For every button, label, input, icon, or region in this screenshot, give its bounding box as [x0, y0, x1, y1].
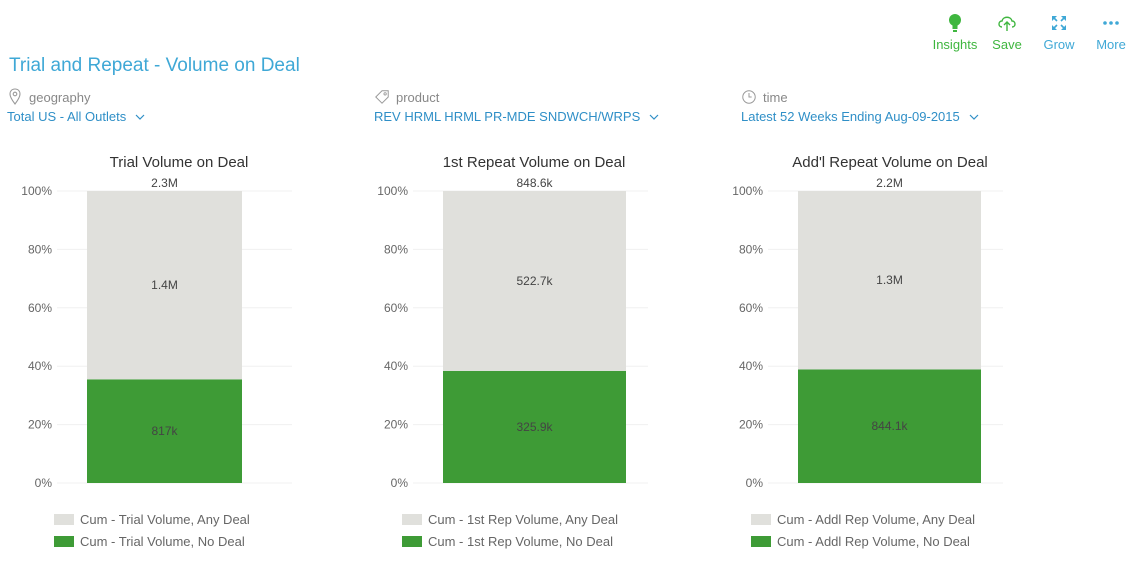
- data-label: 817k: [151, 424, 178, 438]
- y-tick-label: 40%: [28, 359, 52, 373]
- location-pin-icon: [9, 88, 21, 105]
- y-tick-label: 100%: [732, 184, 763, 198]
- y-tick-label: 0%: [391, 476, 409, 490]
- legend-label: Cum - Addl Rep Volume, No Deal: [777, 533, 970, 549]
- legend-swatch: [54, 535, 74, 547]
- save-label: Save: [992, 37, 1022, 52]
- y-tick-label: 20%: [739, 418, 763, 432]
- legend-item[interactable]: Cum - 1st Rep Volume, No Deal: [402, 530, 618, 552]
- legend-label: Cum - 1st Rep Volume, Any Deal: [428, 511, 619, 527]
- y-tick-label: 100%: [377, 184, 408, 198]
- data-label: 1.3M: [876, 273, 903, 287]
- y-tick-label: 40%: [384, 359, 408, 373]
- grow-button[interactable]: Grow: [1033, 12, 1085, 52]
- insights-button[interactable]: Insights: [929, 12, 981, 52]
- y-tick-label: 80%: [28, 242, 52, 256]
- data-label: 1.4M: [151, 278, 178, 292]
- bar-segment-cum-1st-rep-volume-any-deal: [443, 191, 626, 371]
- geography-dropdown[interactable]: Total US - All Outlets: [7, 109, 145, 124]
- chevron-down-icon: [969, 114, 979, 120]
- data-label: 325.9k: [516, 420, 553, 434]
- legend-trial: Cum - Trial Volume, Any Deal Cum - Trial …: [54, 508, 250, 552]
- bar-segment-cum-trial-volume-any-deal: [87, 191, 242, 380]
- cloud-upload-icon: [998, 16, 1016, 31]
- legend-swatch: [54, 513, 74, 525]
- y-tick-label: 20%: [384, 418, 408, 432]
- more-button[interactable]: More: [1085, 12, 1137, 52]
- legend-item[interactable]: Cum - Addl Rep Volume, No Deal: [751, 530, 975, 552]
- chart-title: Add'l Repeat Volume on Deal: [792, 154, 988, 171]
- legend-swatch: [402, 535, 422, 547]
- clock-icon: [742, 90, 756, 104]
- geography-value: Total US - All Outlets: [7, 109, 127, 124]
- legend-swatch: [402, 513, 422, 525]
- more-label: More: [1096, 37, 1126, 52]
- time-value: Latest 52 Weeks Ending Aug-09-2015: [741, 109, 960, 124]
- y-tick-label: 0%: [35, 476, 53, 490]
- legend-item[interactable]: Cum - Addl Rep Volume, Any Deal: [751, 508, 975, 530]
- expand-icon: [1052, 16, 1066, 30]
- grow-label: Grow: [1043, 37, 1075, 52]
- legend-label: Cum - Addl Rep Volume, Any Deal: [777, 511, 975, 527]
- y-tick-label: 60%: [384, 301, 408, 315]
- product-filter-label: product: [396, 89, 440, 105]
- y-tick-label: 40%: [739, 359, 763, 373]
- y-tick-label: 80%: [739, 242, 763, 256]
- total-label: 848.6k: [516, 176, 553, 190]
- lightbulb-icon: [949, 14, 961, 32]
- bar-segment-cum-trial-volume-no-deal: [87, 379, 242, 483]
- tag-icon: [375, 90, 389, 104]
- legend-1st-repeat: Cum - 1st Rep Volume, Any Deal Cum - 1st …: [402, 508, 618, 552]
- total-label: 2.2M: [876, 176, 903, 190]
- bar-segment-cum-addl-rep-volume-any-deal: [798, 191, 981, 370]
- y-tick-label: 100%: [21, 184, 52, 198]
- legend-label: Cum - 1st Rep Volume, No Deal: [428, 533, 613, 549]
- chevron-down-icon: [135, 114, 145, 120]
- bar-segment-cum-addl-rep-volume-no-deal: [798, 369, 981, 483]
- y-tick-label: 80%: [384, 242, 408, 256]
- insights-label: Insights: [932, 37, 978, 52]
- chart-title: 1st Repeat Volume on Deal: [443, 154, 626, 171]
- legend-addl-repeat: Cum - Addl Rep Volume, Any Deal Cum - Add…: [751, 508, 975, 552]
- y-tick-label: 60%: [739, 301, 763, 315]
- data-label: 844.1k: [871, 419, 908, 433]
- chart-title: Trial Volume on Deal: [110, 154, 249, 171]
- legend-item[interactable]: Cum - 1st Rep Volume, Any Deal: [402, 508, 618, 530]
- product-dropdown[interactable]: REV HRML HRML PR-MDE SNDWCH/WRPS: [374, 109, 659, 124]
- toolbar: Insights Save Grow More: [929, 12, 1137, 52]
- legend-label: Cum - Trial Volume, Any Deal: [80, 511, 250, 527]
- geography-filter: geography Total US - All Outlets: [7, 86, 145, 124]
- legend-swatch: [751, 513, 771, 525]
- total-label: 2.3M: [151, 176, 178, 190]
- legend-item[interactable]: Cum - Trial Volume, Any Deal: [54, 508, 250, 530]
- legend-swatch: [751, 535, 771, 547]
- time-filter-label: time: [763, 89, 788, 105]
- product-value: REV HRML HRML PR-MDE SNDWCH/WRPS: [374, 109, 641, 124]
- more-dots-icon: [1103, 21, 1119, 25]
- geography-filter-label: geography: [29, 89, 91, 105]
- save-button[interactable]: Save: [981, 12, 1033, 52]
- data-label: 522.7k: [516, 274, 553, 288]
- page-title: Trial and Repeat - Volume on Deal: [9, 55, 300, 76]
- chevron-down-icon: [649, 114, 659, 120]
- legend-label: Cum - Trial Volume, No Deal: [80, 533, 245, 549]
- y-tick-label: 20%: [28, 418, 52, 432]
- legend-item[interactable]: Cum - Trial Volume, No Deal: [54, 530, 250, 552]
- time-dropdown[interactable]: Latest 52 Weeks Ending Aug-09-2015: [741, 109, 979, 124]
- y-tick-label: 0%: [746, 476, 764, 490]
- product-filter: product REV HRML HRML PR-MDE SNDWCH/WRPS: [374, 86, 659, 124]
- y-tick-label: 60%: [28, 301, 52, 315]
- bar-segment-cum-1st-rep-volume-no-deal: [443, 370, 626, 483]
- time-filter: time Latest 52 Weeks Ending Aug-09-2015: [741, 86, 979, 124]
